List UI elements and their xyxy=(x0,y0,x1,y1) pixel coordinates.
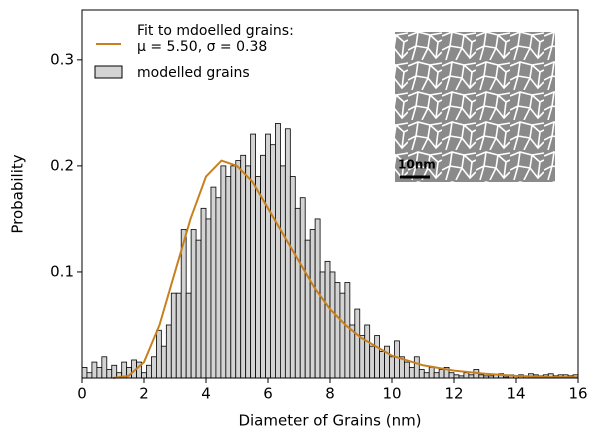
bar xyxy=(428,366,435,379)
bar xyxy=(230,165,237,379)
x-tick-label: 0 xyxy=(77,385,87,403)
bar xyxy=(344,282,351,379)
y-axis-label: Probability xyxy=(9,154,27,233)
bar xyxy=(354,308,361,379)
y-tick-label: 0.2 xyxy=(50,156,74,174)
inset-image xyxy=(395,32,555,182)
bar xyxy=(270,144,276,379)
x-axis-label: Diameter of Grains (nm) xyxy=(238,412,421,430)
bar xyxy=(379,351,385,379)
bar xyxy=(146,364,152,379)
bar xyxy=(438,369,445,379)
bar xyxy=(175,292,182,379)
bar xyxy=(260,154,266,379)
bar xyxy=(195,239,202,379)
bar xyxy=(255,176,261,379)
bar xyxy=(210,186,217,379)
bar xyxy=(359,335,366,379)
bar xyxy=(423,372,430,379)
bar xyxy=(165,324,172,379)
bar xyxy=(200,207,207,379)
bar xyxy=(299,197,306,379)
bar xyxy=(155,329,162,379)
legend-swatch xyxy=(94,65,123,79)
bar xyxy=(170,292,177,379)
bar xyxy=(275,123,281,379)
bar xyxy=(180,229,187,379)
x-tick-label: 10 xyxy=(382,385,401,403)
x-tick-label: 8 xyxy=(325,385,335,403)
bar xyxy=(304,239,311,379)
bar xyxy=(225,176,232,379)
bar xyxy=(245,165,252,379)
bar xyxy=(403,361,410,379)
fit-line xyxy=(112,159,579,379)
scale-label: 10nm xyxy=(398,158,436,172)
y-tick-label: 0.3 xyxy=(50,50,74,68)
bar xyxy=(111,364,118,379)
x-tick-label: 14 xyxy=(506,385,525,403)
bar xyxy=(289,176,296,379)
bar xyxy=(250,133,256,379)
bar xyxy=(314,218,321,379)
bar xyxy=(394,340,400,379)
bar xyxy=(319,271,326,379)
bar xyxy=(284,128,291,379)
bar xyxy=(235,160,242,379)
plot-frame xyxy=(81,9,579,379)
bar xyxy=(294,207,301,379)
bar xyxy=(418,369,425,379)
bar xyxy=(96,366,103,379)
bar xyxy=(185,292,192,379)
bar xyxy=(408,366,415,379)
legend-label: Fit to mdoelled grains: xyxy=(137,23,294,39)
x-tick-label: 16 xyxy=(568,385,587,403)
bar xyxy=(205,218,212,379)
bar xyxy=(389,356,395,379)
bar xyxy=(413,356,420,379)
bar xyxy=(190,229,197,379)
bar xyxy=(86,372,93,379)
x-tick-label: 4 xyxy=(201,385,211,403)
bar xyxy=(220,165,227,379)
x-tick-label: 2 xyxy=(139,385,149,403)
bar xyxy=(463,372,470,379)
bar xyxy=(141,372,147,379)
y-tick-label: 0.1 xyxy=(50,262,74,280)
bar xyxy=(374,335,381,379)
bar xyxy=(151,356,157,379)
bar xyxy=(91,361,98,379)
bar xyxy=(334,282,341,379)
bar xyxy=(265,133,271,379)
bar xyxy=(433,372,440,379)
bar xyxy=(81,366,88,379)
bar xyxy=(339,292,346,379)
bar xyxy=(279,165,286,379)
legend-label: modelled grains xyxy=(137,65,250,81)
bar xyxy=(160,345,167,379)
bar xyxy=(329,271,336,379)
bar xyxy=(106,369,113,379)
bar xyxy=(101,356,108,379)
bar xyxy=(324,260,331,379)
bar xyxy=(448,372,455,379)
x-tick-label: 12 xyxy=(444,385,463,403)
bar xyxy=(215,197,222,379)
x-tick-label: 6 xyxy=(263,385,273,403)
bar xyxy=(364,324,371,379)
bar xyxy=(240,154,247,379)
bar xyxy=(309,229,316,379)
legend-params: μ = 5.50, σ = 0.38 xyxy=(137,39,267,55)
bar xyxy=(369,345,376,379)
